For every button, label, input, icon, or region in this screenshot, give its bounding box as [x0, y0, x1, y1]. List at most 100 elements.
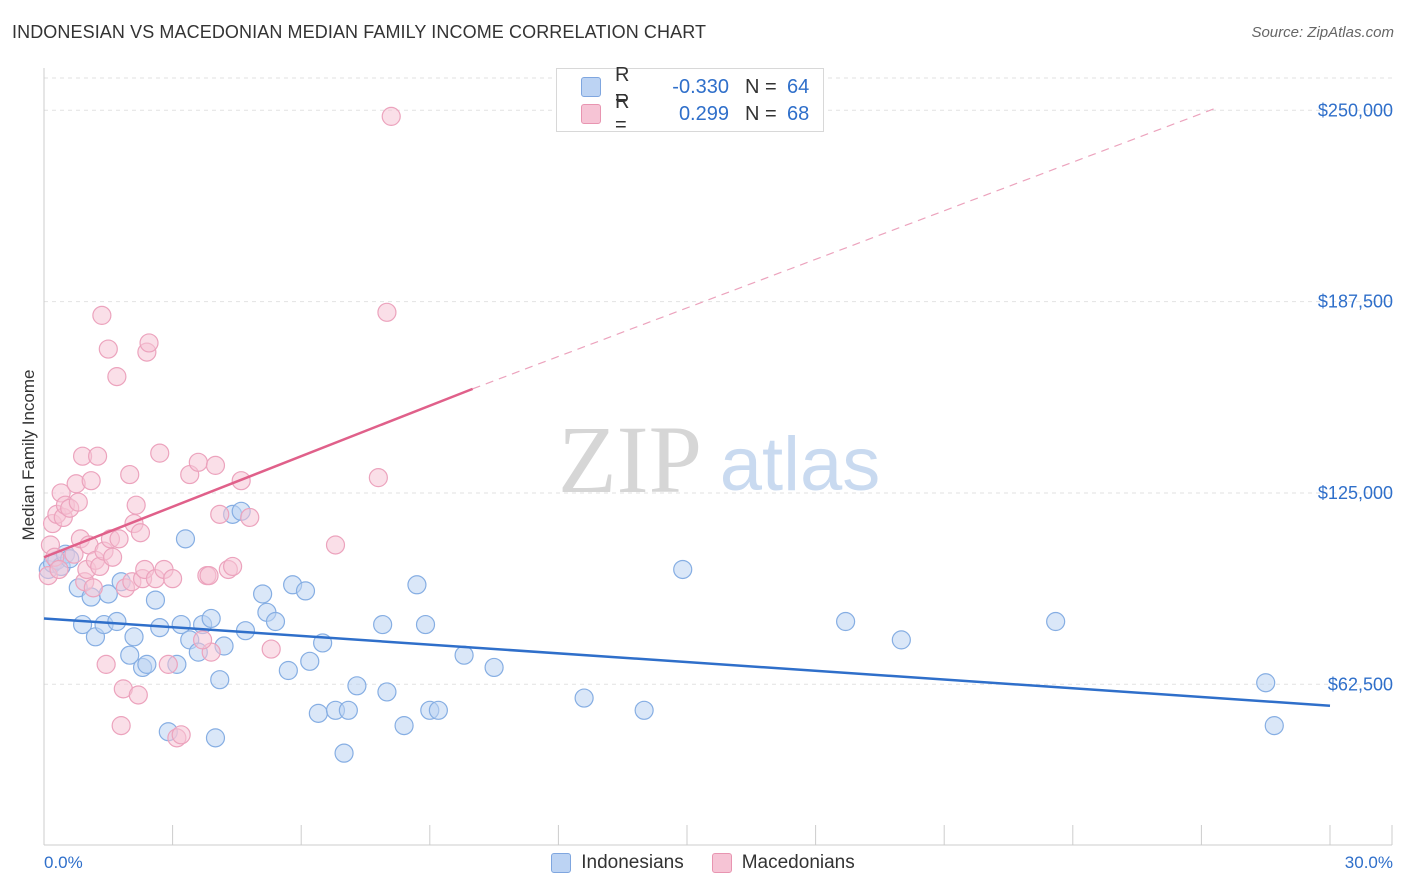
- data-point: [102, 547, 123, 567]
- data-point: [205, 728, 226, 748]
- legend-label-indonesians: Indonesians: [581, 852, 684, 873]
- data-point: [49, 559, 69, 580]
- y-tick-label: $62,500: [1328, 674, 1393, 694]
- data-point: [1256, 673, 1276, 693]
- data-point: [145, 590, 166, 610]
- data-point: [205, 455, 226, 475]
- data-point: [836, 611, 856, 632]
- data-point: [98, 339, 118, 359]
- legend-swatch-macedonians: [711, 853, 732, 873]
- legend-n-label: N =: [745, 102, 777, 125]
- data-point: [107, 367, 127, 387]
- legend-n-label: N =: [745, 75, 777, 98]
- legend-row-indonesians: R = -0.330 N = 64: [581, 64, 810, 109]
- data-point: [158, 654, 178, 674]
- legend-n-value: 68: [787, 102, 810, 125]
- data-point: [407, 575, 427, 595]
- gridlines: [44, 77, 1392, 685]
- series-indonesians: [38, 501, 1284, 763]
- data-point: [210, 670, 230, 690]
- data-point: [111, 716, 131, 736]
- x-tick-label-max: 30.0%: [1345, 853, 1393, 872]
- legend-item-indonesians[interactable]: Indonesians: [551, 852, 684, 874]
- data-point: [163, 569, 183, 589]
- data-point: [120, 464, 140, 485]
- trend-line-indonesians: [43, 617, 1331, 707]
- data-point: [394, 716, 414, 736]
- data-point: [295, 581, 316, 601]
- legend-item-macedonians[interactable]: Macedonians: [711, 852, 855, 874]
- legend-r-value: 0.299: [678, 102, 729, 125]
- data-point: [83, 578, 103, 598]
- data-point: [96, 654, 116, 674]
- data-point: [210, 504, 230, 524]
- data-point: [574, 688, 594, 708]
- data-point: [240, 507, 260, 528]
- data-point: [265, 611, 286, 632]
- legend-swatch-macedonians: [581, 104, 601, 124]
- source-label: Source: ZipAtlas.com: [1251, 24, 1394, 41]
- data-point: [201, 608, 221, 629]
- data-point: [81, 471, 101, 491]
- trend-lines: [43, 108, 1331, 707]
- data-point: [188, 452, 208, 472]
- data-point: [171, 725, 191, 745]
- y-tick-label: $187,500: [1318, 292, 1393, 312]
- data-point: [1264, 716, 1284, 736]
- data-point: [92, 305, 112, 325]
- data-point: [347, 676, 367, 696]
- data-point: [454, 645, 474, 665]
- trend-line-macedonians-extension: [472, 108, 1215, 390]
- x-tick-label-min: 0.0%: [44, 853, 83, 872]
- data-point: [673, 559, 693, 580]
- data-point: [124, 627, 144, 647]
- data-point: [484, 657, 504, 678]
- data-point: [338, 700, 358, 720]
- data-point: [107, 611, 127, 632]
- legend-label-macedonians: Macedonians: [741, 852, 855, 873]
- data-point: [109, 529, 129, 549]
- data-point: [634, 700, 654, 720]
- data-point: [368, 468, 388, 488]
- data-point: [1046, 611, 1066, 632]
- data-point: [891, 630, 911, 650]
- data-point: [377, 682, 397, 702]
- legend-swatch-indonesians: [581, 77, 601, 97]
- data-point: [130, 523, 151, 543]
- y-tick-label: $250,000: [1318, 100, 1393, 120]
- data-point: [253, 584, 273, 604]
- data-point: [325, 535, 346, 555]
- data-point: [193, 630, 213, 650]
- data-point: [373, 614, 393, 635]
- data-point: [175, 529, 196, 549]
- data-point: [428, 700, 448, 720]
- data-point: [126, 495, 146, 515]
- axes: [43, 68, 1393, 846]
- trend-line-macedonians: [43, 387, 474, 559]
- legend-r-label: R =: [615, 64, 630, 109]
- legend-r-value: -0.330: [672, 75, 729, 98]
- y-axis-label: Median Family Income: [19, 369, 38, 540]
- series-legend: Indonesians Macedonians: [0, 852, 1406, 874]
- data-point: [415, 614, 436, 635]
- watermark: ZIP atlas: [558, 406, 880, 513]
- data-point: [199, 565, 219, 586]
- legend-row-macedonians: R = 0.299 N = 68: [581, 91, 810, 136]
- data-point: [381, 106, 401, 126]
- watermark-zip: ZIP: [558, 406, 702, 513]
- data-point: [278, 660, 298, 681]
- data-point: [87, 446, 108, 466]
- data-point: [120, 645, 140, 665]
- correlation-legend: R = -0.330 N = 64 R = 0.299 N = 68: [556, 64, 824, 136]
- data-point: [137, 654, 157, 674]
- data-point: [139, 333, 159, 353]
- data-point: [300, 651, 320, 671]
- watermark-atlas: atlas: [720, 422, 881, 507]
- legend-swatch-indonesians: [551, 853, 572, 873]
- data-point: [150, 443, 170, 463]
- legend-n-value: 64: [787, 75, 810, 98]
- y-tick-label: $125,000: [1318, 483, 1393, 503]
- data-point: [308, 703, 328, 723]
- y-tick-labels: $62,500 $125,000 $187,500 $250,000: [1318, 100, 1393, 694]
